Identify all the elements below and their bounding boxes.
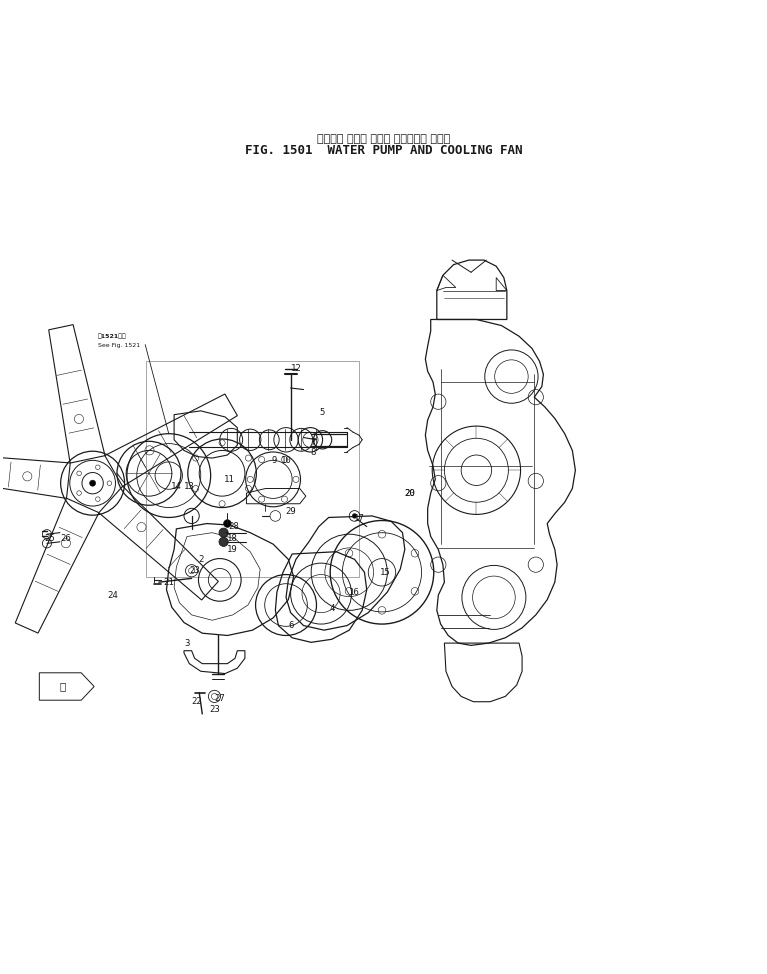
Text: ウォータ ポンプ および クーリング ファン: ウォータ ポンプ および クーリング ファン bbox=[317, 134, 450, 144]
Text: 29: 29 bbox=[285, 506, 296, 516]
Text: 8: 8 bbox=[311, 448, 316, 457]
Text: 16: 16 bbox=[349, 587, 360, 597]
Text: 23: 23 bbox=[189, 566, 200, 576]
Text: 15: 15 bbox=[380, 568, 390, 577]
Text: 23: 23 bbox=[209, 705, 220, 714]
Text: 前: 前 bbox=[59, 682, 65, 692]
Text: 2: 2 bbox=[198, 555, 203, 564]
Circle shape bbox=[90, 480, 96, 486]
Text: 10: 10 bbox=[281, 456, 291, 465]
Text: 19: 19 bbox=[227, 544, 238, 554]
Text: 4: 4 bbox=[329, 604, 334, 614]
Text: 3: 3 bbox=[184, 639, 189, 648]
Circle shape bbox=[219, 528, 228, 538]
Text: 24: 24 bbox=[108, 590, 119, 600]
Circle shape bbox=[219, 538, 228, 546]
Text: 17: 17 bbox=[354, 514, 364, 523]
Text: 9: 9 bbox=[272, 456, 277, 465]
Text: 6: 6 bbox=[288, 621, 293, 630]
Text: 20: 20 bbox=[405, 489, 416, 498]
Text: 図1521参照: 図1521参照 bbox=[98, 334, 127, 339]
Text: 22: 22 bbox=[192, 697, 202, 706]
Text: 5: 5 bbox=[320, 408, 325, 417]
Text: 18: 18 bbox=[227, 535, 238, 543]
Text: 28: 28 bbox=[228, 522, 239, 531]
Text: 21: 21 bbox=[163, 578, 174, 586]
Text: 25: 25 bbox=[44, 535, 55, 543]
Text: 12: 12 bbox=[291, 364, 301, 373]
Text: 27: 27 bbox=[215, 694, 225, 703]
Text: 14: 14 bbox=[171, 482, 182, 492]
Text: 7: 7 bbox=[311, 438, 316, 447]
Circle shape bbox=[352, 513, 357, 518]
Text: See Fig. 1521: See Fig. 1521 bbox=[98, 344, 140, 349]
Text: 13: 13 bbox=[184, 482, 195, 492]
Text: 20: 20 bbox=[405, 489, 416, 498]
Text: FIG. 1501  WATER PUMP AND COOLING FAN: FIG. 1501 WATER PUMP AND COOLING FAN bbox=[245, 144, 522, 157]
Text: 11: 11 bbox=[224, 475, 235, 484]
Circle shape bbox=[224, 520, 231, 527]
Text: 26: 26 bbox=[60, 535, 71, 543]
